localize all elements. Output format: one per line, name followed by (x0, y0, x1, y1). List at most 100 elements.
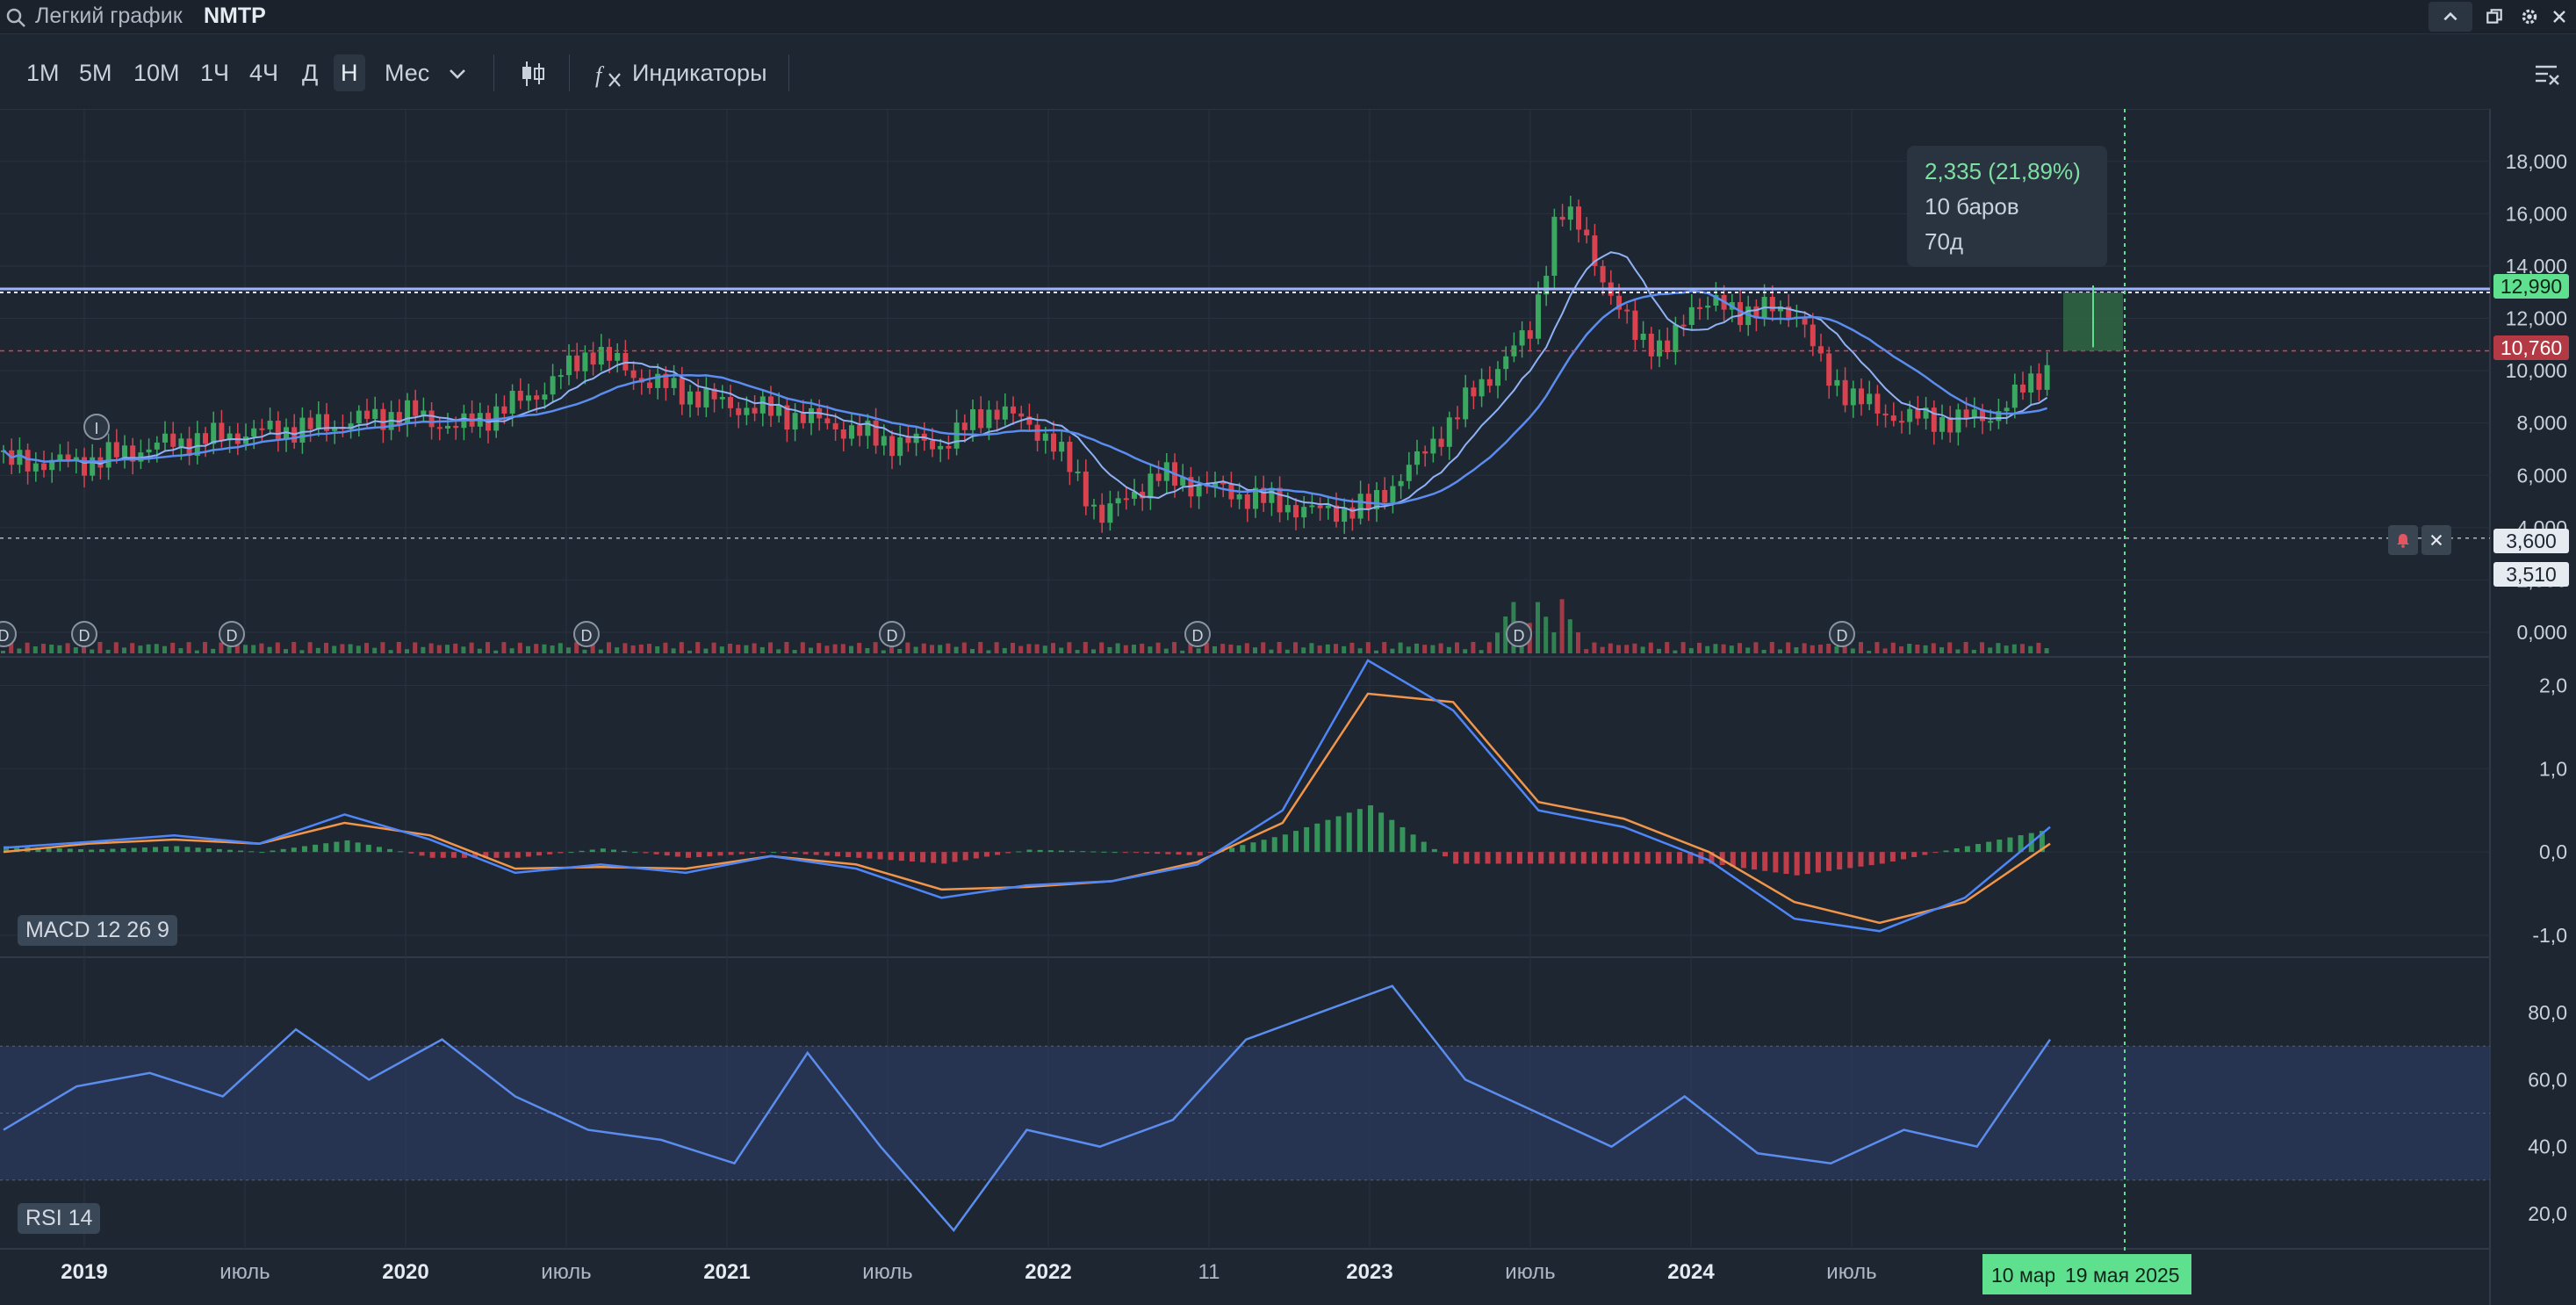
candle-body (1325, 505, 1331, 508)
candle-body (1261, 487, 1267, 503)
volume-bar (881, 650, 886, 653)
macd-histogram-bar (845, 852, 852, 857)
macd-histogram-bar (1240, 845, 1246, 853)
volume-bar (194, 650, 199, 653)
volume-bar (1390, 648, 1395, 653)
volume-bar (759, 646, 765, 653)
timeframe-1m[interactable]: 1М (26, 60, 60, 86)
volume-bar (170, 642, 176, 653)
timeframe-day[interactable]: Д (302, 60, 319, 86)
ticker-symbol[interactable]: NMTP (204, 4, 266, 28)
volume-bar (615, 647, 620, 653)
candle-body (372, 408, 378, 420)
macd-histogram-bar (4, 846, 9, 853)
candle-body (324, 414, 329, 431)
candle-body (1107, 503, 1113, 523)
candle-body (307, 417, 313, 429)
macd-histogram-bar (1740, 852, 1746, 869)
candle-body (1738, 302, 1743, 326)
macd-histogram-bar (89, 849, 95, 853)
macd-histogram-bar (1538, 852, 1544, 864)
timeframe-week[interactable]: Н (334, 54, 365, 91)
close-icon[interactable] (2543, 2, 2576, 32)
volume-bar (405, 649, 409, 653)
candle-body (687, 391, 693, 405)
dividend-marker-icon (0, 621, 17, 647)
volume-bar (1818, 645, 1823, 653)
candle-body (517, 390, 523, 401)
candle-body (1042, 433, 1048, 441)
rsi-pane-label[interactable]: RSI 14 (18, 1203, 101, 1234)
macd-histogram-bar (1847, 852, 1853, 869)
dividend-marker-icon (879, 621, 905, 647)
volume-bar (1665, 642, 1670, 653)
clear-drawings-icon[interactable] (2534, 63, 2560, 86)
candle-body (2011, 384, 2018, 408)
macd-histogram-bar (334, 841, 340, 853)
candle-body (1899, 421, 1904, 423)
restore-window-icon[interactable] (2478, 2, 2511, 32)
candle-body (961, 422, 968, 430)
macd-histogram-bar (1644, 852, 1651, 864)
candle-body (275, 421, 281, 440)
macd-histogram-bar (1975, 844, 1982, 853)
candlestick-icon[interactable] (518, 60, 548, 88)
candle-body (1414, 451, 1420, 465)
timeframe-month[interactable]: Мес (385, 60, 430, 86)
dividend-marker-icon (71, 621, 97, 647)
macd-histogram-bar (813, 852, 819, 855)
macd-histogram-bar (771, 852, 777, 854)
candle-body (25, 450, 31, 472)
macd-histogram-bar (1421, 841, 1427, 853)
timeframe-10m[interactable]: 10М (133, 60, 180, 86)
chevron-down-icon[interactable] (446, 65, 469, 83)
candle-body (542, 394, 548, 400)
volume-bar (315, 647, 320, 653)
volume-bar (364, 643, 369, 653)
volume-bar (1455, 642, 1459, 653)
macd-pane-label[interactable]: MACD 12 26 9 (18, 915, 177, 946)
timeframe-5m[interactable]: 5М (79, 60, 112, 86)
macd-histogram-bar (856, 852, 862, 858)
volume-bar (1293, 642, 1298, 653)
macd-histogram-bar (547, 852, 553, 854)
function-icon[interactable]: f (594, 61, 625, 88)
candle-body (1850, 388, 1856, 406)
bell-icon[interactable] (2388, 525, 2418, 555)
macd-histogram-bar (1613, 852, 1619, 864)
volume-bar (1163, 648, 1169, 653)
volume-bar (1204, 642, 1209, 653)
volume-bar (421, 646, 426, 653)
chevron-up-icon[interactable] (2428, 2, 2472, 32)
macd-histogram-bar (920, 852, 926, 862)
volume-bar (1584, 649, 1589, 653)
macd-histogram-bar (35, 847, 41, 853)
candle-body (1342, 507, 1348, 523)
indicators-button[interactable]: Индикаторы (632, 60, 767, 86)
volume-bar (1342, 645, 1347, 653)
volume-bar (501, 642, 507, 653)
volume-bar (1002, 647, 1007, 653)
search-icon[interactable] (5, 7, 28, 30)
volume-bar (655, 645, 660, 653)
volume-bar (1963, 642, 1968, 653)
macd-histogram-bar (1709, 852, 1715, 864)
timeframe-4h[interactable]: 4Ч (249, 60, 279, 86)
gear-icon[interactable] (2513, 2, 2546, 32)
macd-histogram-bar (600, 848, 606, 853)
price-chart[interactable]: 2019 июль 2020 июль 2021 июль 2022 11 2023 июль 20… (0, 109, 2576, 1305)
timeframe-1h[interactable]: 1Ч (200, 60, 230, 86)
candle-body (1365, 494, 1371, 509)
volume-bar (1486, 642, 1492, 653)
volume-bar (203, 642, 207, 653)
candle-body (219, 422, 225, 441)
macd-histogram-bar (1879, 852, 1885, 864)
candle-body (784, 405, 790, 430)
candle-body (1584, 229, 1590, 236)
candle-body (728, 397, 733, 408)
volume-bar (550, 645, 555, 653)
macd-histogram-bar (1442, 852, 1448, 857)
volume-bar (873, 642, 878, 653)
close-icon[interactable] (2421, 525, 2451, 555)
volume-bar (49, 645, 54, 653)
